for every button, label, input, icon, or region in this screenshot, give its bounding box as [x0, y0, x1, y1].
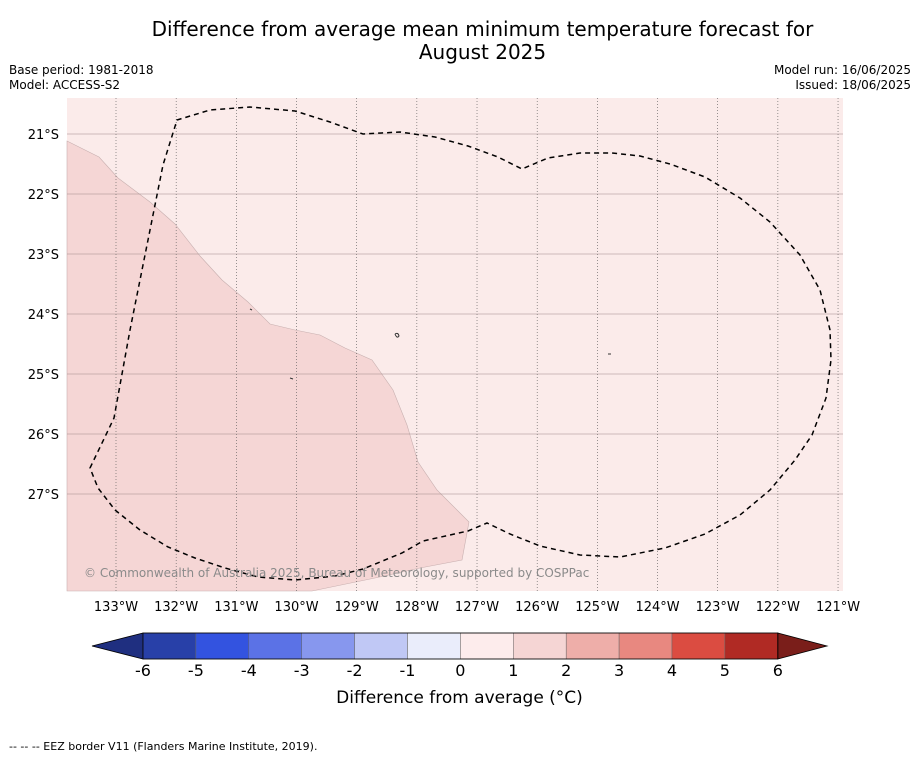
model-run: Model run: 16/06/2025	[773, 63, 911, 77]
colorbar-tick-label: -1	[400, 661, 416, 680]
map-title: Difference from average mean minimum tem…	[60, 18, 905, 64]
colorbar-tick-label: -2	[347, 661, 363, 680]
eez-border	[89, 106, 832, 581]
colorbar-tick-label: 4	[667, 661, 677, 680]
latitude-label: 27°S	[28, 488, 59, 503]
colorbar-swatch	[407, 632, 461, 660]
longitude-label: 124°W	[635, 600, 679, 615]
latitude-label: 22°S	[28, 188, 59, 203]
colorbar-tick-label: 2	[561, 661, 571, 680]
longitude-label: 129°W	[335, 600, 379, 615]
longitude-label: 133°W	[94, 600, 138, 615]
longitude-label: 130°W	[274, 600, 318, 615]
issued-date: Issued: 18/06/2025	[795, 78, 911, 92]
colorbar-swatch	[618, 632, 673, 660]
longitude-label: 125°W	[575, 600, 619, 615]
colorbar-tick-label: 1	[508, 661, 518, 680]
latitude-label: 25°S	[28, 368, 59, 383]
island-marker	[289, 377, 294, 380]
colorbar-tick-label: -3	[294, 661, 310, 680]
latitude-label: 24°S	[28, 308, 59, 323]
colorbar-swatch	[354, 632, 408, 660]
longitude-label: 132°W	[154, 600, 198, 615]
colorbar-swatch	[142, 632, 197, 660]
colorbar-swatch	[513, 632, 567, 660]
colorbar: -6 -5 -4 -3 -2 -1 0 1 2 3 4 5 6	[91, 632, 829, 680]
longitude-label: 128°W	[395, 600, 439, 615]
latitude-labels: 21°S 22°S 23°S 24°S 25°S 26°S 27°S	[28, 128, 59, 503]
colorbar-tick-label: 0	[455, 661, 465, 680]
meta-right: Model run: 16/06/2025 Issued: 18/06/2025	[774, 63, 911, 93]
longitude-labels: 133°W 132°W 131°W 130°W 129°W 128°W 127°W 126°W…	[94, 600, 860, 615]
colorbar-tick-label: -5	[188, 661, 204, 680]
colorbar-tick-label: 3	[614, 661, 624, 680]
longitude-label: 131°W	[214, 600, 258, 615]
latitude-label: 21°S	[28, 128, 59, 143]
colorbar-swatch	[248, 632, 302, 660]
model-name: Model: ACCESS-S2	[9, 78, 121, 92]
longitude-label: 127°W	[455, 600, 499, 615]
colorbar-swatch	[195, 632, 250, 660]
meta-left: Base period: 1981-2018 Model: ACCESS-S2	[9, 63, 154, 93]
colorbar-swatch	[671, 632, 726, 660]
longitude-label: 121°W	[816, 600, 860, 615]
colorbar-low-extend	[91, 632, 144, 660]
eez-legend-note: -- -- -- EEZ border V11 (Flanders Marine…	[9, 740, 318, 753]
title-line-2: August 2025	[418, 40, 547, 64]
longitude-label: 126°W	[515, 600, 559, 615]
colorbar-frame	[142, 632, 779, 660]
colorbar-tick-label: -4	[241, 661, 257, 680]
title-line-1: Difference from average mean minimum tem…	[151, 17, 814, 41]
longitude-label: 123°W	[696, 600, 740, 615]
anomaly-region-1-2	[66, 140, 470, 592]
latitude-label: 23°S	[28, 248, 59, 263]
colorbar-swatch	[460, 632, 514, 660]
graticule	[67, 98, 843, 591]
base-period: Base period: 1981-2018	[9, 63, 154, 77]
colorbar-swatch	[724, 632, 779, 660]
colorbar-label: Difference from average (°C)	[336, 688, 583, 708]
latitude-label: 26°S	[28, 428, 59, 443]
colorbar-high-extend	[777, 632, 829, 660]
colorbar-swatch	[301, 632, 355, 660]
longitude-label: 122°W	[756, 600, 800, 615]
island-marker	[249, 308, 253, 311]
colorbar-tick-label: 5	[720, 661, 730, 680]
island-marker	[394, 332, 400, 338]
colorbar-swatch	[565, 632, 620, 660]
copyright-notice: © Commonwealth of Australia 2025, Bureau…	[84, 566, 589, 580]
colorbar-tick-label: -6	[135, 661, 151, 680]
colorbar-tick-label: 6	[773, 661, 783, 680]
